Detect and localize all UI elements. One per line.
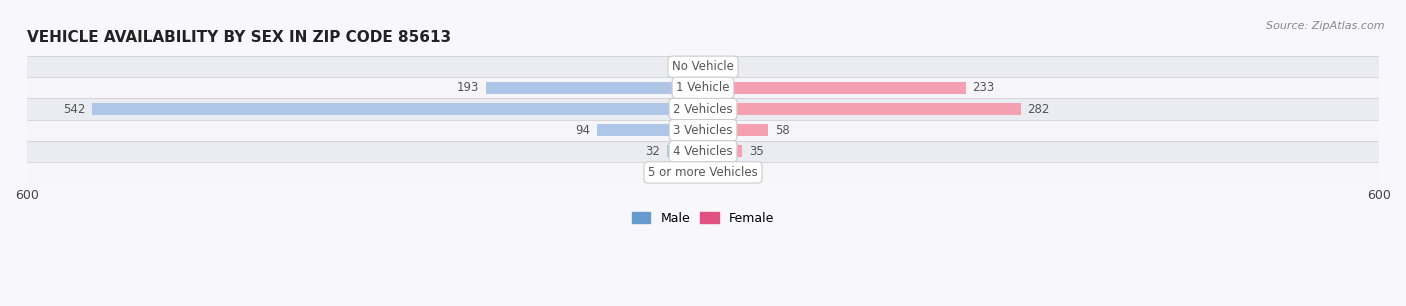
Text: No Vehicle: No Vehicle xyxy=(672,60,734,73)
Bar xyxy=(27,56,1379,77)
Text: 94: 94 xyxy=(575,124,591,137)
Bar xyxy=(598,124,703,136)
Bar xyxy=(93,103,703,115)
Text: 58: 58 xyxy=(775,124,790,137)
Bar xyxy=(703,124,768,136)
Text: 32: 32 xyxy=(645,145,661,158)
Bar xyxy=(666,145,703,157)
Legend: Male, Female: Male, Female xyxy=(627,207,779,230)
Bar xyxy=(703,103,1021,115)
Text: 282: 282 xyxy=(1028,103,1050,116)
Text: 2 Vehicles: 2 Vehicles xyxy=(673,103,733,116)
Text: VEHICLE AVAILABILITY BY SEX IN ZIP CODE 85613: VEHICLE AVAILABILITY BY SEX IN ZIP CODE … xyxy=(27,30,451,45)
Bar xyxy=(703,82,966,94)
Bar xyxy=(27,99,1379,120)
Text: 0: 0 xyxy=(714,166,721,179)
Text: 5 or more Vehicles: 5 or more Vehicles xyxy=(648,166,758,179)
Text: 233: 233 xyxy=(973,81,994,94)
Text: 1 Vehicle: 1 Vehicle xyxy=(676,81,730,94)
Bar xyxy=(485,82,703,94)
Text: 542: 542 xyxy=(63,103,86,116)
Text: 4 Vehicles: 4 Vehicles xyxy=(673,145,733,158)
Text: 35: 35 xyxy=(749,145,763,158)
Bar xyxy=(27,141,1379,162)
Text: Source: ZipAtlas.com: Source: ZipAtlas.com xyxy=(1267,21,1385,32)
Text: 3 Vehicles: 3 Vehicles xyxy=(673,124,733,137)
Bar xyxy=(27,120,1379,141)
Text: 0: 0 xyxy=(714,60,721,73)
Text: 193: 193 xyxy=(457,81,479,94)
Bar xyxy=(27,162,1379,183)
Bar xyxy=(703,145,742,157)
Text: 0: 0 xyxy=(685,166,692,179)
Text: 0: 0 xyxy=(685,60,692,73)
Bar xyxy=(27,77,1379,99)
